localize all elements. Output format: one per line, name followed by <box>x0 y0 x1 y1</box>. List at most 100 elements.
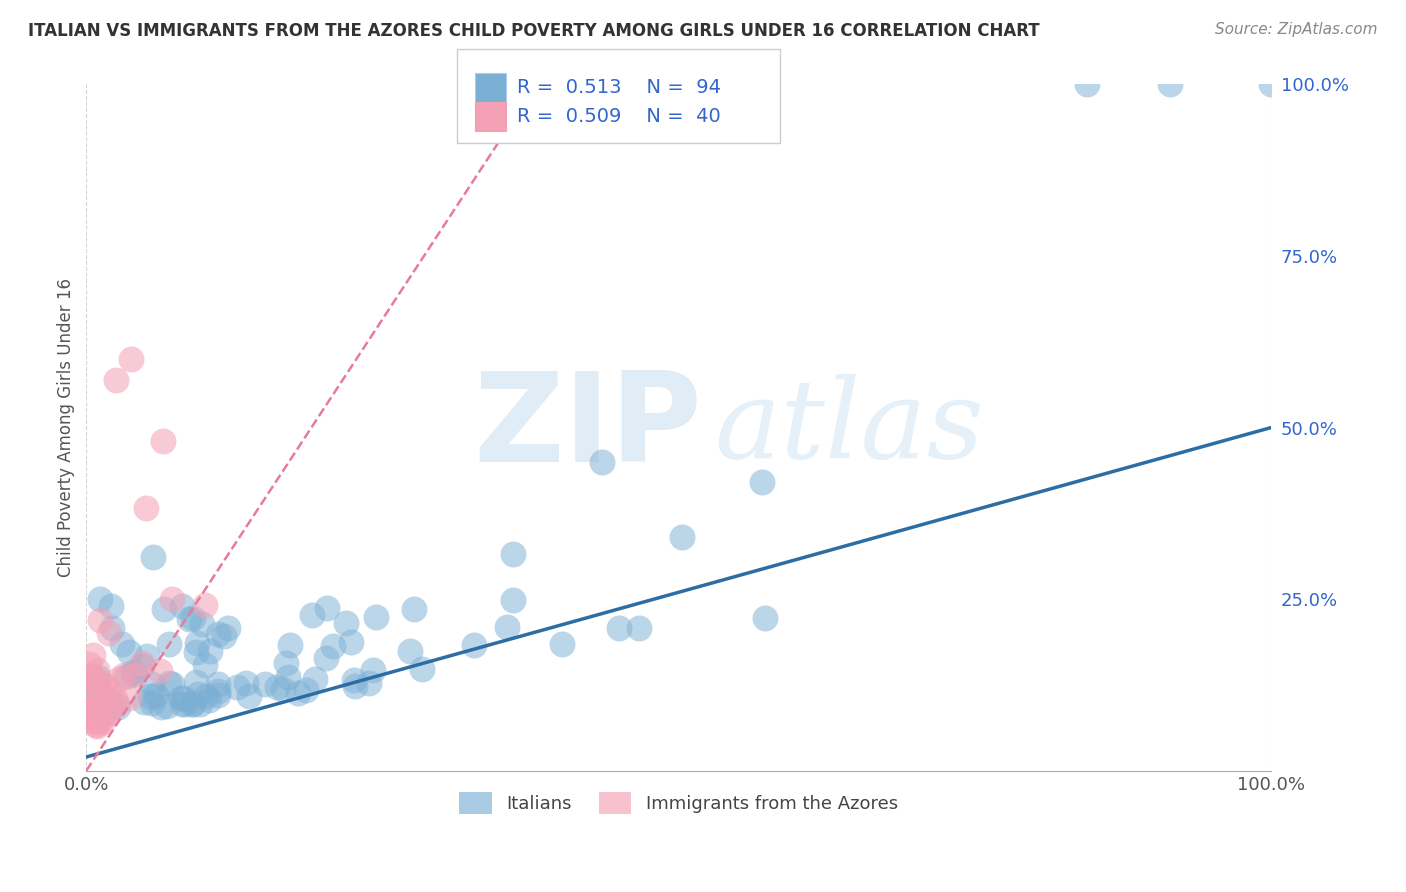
Point <box>304 672 326 686</box>
Point <box>79 697 101 711</box>
Point <box>287 686 309 700</box>
Point <box>591 455 613 469</box>
Point <box>132 695 155 709</box>
Point <box>97 706 120 720</box>
Point <box>551 637 574 651</box>
Point <box>628 620 651 634</box>
Point <box>77 702 100 716</box>
Point <box>194 599 217 613</box>
Point <box>344 679 367 693</box>
Point <box>107 673 129 687</box>
Point <box>93 689 115 703</box>
Point <box>364 609 387 624</box>
Point <box>84 673 107 687</box>
Point <box>77 657 100 671</box>
Point <box>502 593 524 607</box>
Point <box>87 684 110 698</box>
Legend: Italians, Immigrants from the Azores: Italians, Immigrants from the Azores <box>450 783 907 823</box>
Point <box>105 698 128 712</box>
Point <box>89 592 111 607</box>
Point <box>89 702 111 716</box>
Point <box>235 675 257 690</box>
Point <box>86 718 108 732</box>
Point <box>117 691 139 706</box>
Point <box>96 706 118 720</box>
Point <box>316 600 339 615</box>
Point <box>174 697 197 711</box>
Point <box>361 663 384 677</box>
Point <box>157 637 180 651</box>
Point <box>135 648 157 663</box>
Point <box>1159 78 1181 92</box>
Point <box>340 635 363 649</box>
Point <box>98 626 121 640</box>
Point <box>322 639 344 653</box>
Point <box>195 689 218 703</box>
Point <box>184 645 207 659</box>
Point <box>207 684 229 698</box>
Point <box>177 612 200 626</box>
Point <box>301 608 323 623</box>
Point <box>751 475 773 490</box>
Point <box>315 651 337 665</box>
Y-axis label: Child Poverty Among Girls Under 16: Child Poverty Among Girls Under 16 <box>58 278 75 577</box>
Point <box>170 599 193 614</box>
Point <box>157 676 180 690</box>
Point <box>183 611 205 625</box>
Point <box>86 675 108 690</box>
Point <box>207 627 229 641</box>
Point <box>104 692 127 706</box>
Point <box>496 620 519 634</box>
Point <box>107 700 129 714</box>
Point <box>1260 78 1282 92</box>
Point <box>226 680 249 694</box>
Point <box>115 669 138 683</box>
Point <box>280 639 302 653</box>
Point <box>198 644 221 658</box>
Point <box>1076 78 1098 92</box>
Point <box>135 501 157 516</box>
Point <box>295 683 318 698</box>
Point <box>181 698 204 712</box>
Point <box>188 697 211 711</box>
Point <box>238 690 260 704</box>
Point <box>181 697 204 711</box>
Point <box>80 670 103 684</box>
Point <box>274 657 297 671</box>
Point <box>184 675 207 690</box>
Text: ZIP: ZIP <box>474 368 703 488</box>
Point <box>141 696 163 710</box>
Point <box>149 664 172 678</box>
Point <box>77 706 100 721</box>
Point <box>271 682 294 697</box>
Point <box>82 713 104 727</box>
Point <box>89 613 111 627</box>
Point <box>142 549 165 564</box>
Point <box>170 697 193 711</box>
Point <box>139 689 162 703</box>
Point <box>156 698 179 713</box>
Point <box>91 714 114 729</box>
Point <box>100 700 122 714</box>
Point <box>82 648 104 663</box>
Point <box>173 691 195 706</box>
Point <box>131 656 153 670</box>
Point <box>111 637 134 651</box>
Point <box>141 676 163 690</box>
Point <box>83 715 105 730</box>
Point <box>343 673 366 687</box>
Point <box>87 681 110 696</box>
Point <box>671 530 693 544</box>
Point <box>402 601 425 615</box>
Text: Source: ZipAtlas.com: Source: ZipAtlas.com <box>1215 22 1378 37</box>
Point <box>94 690 117 705</box>
Point <box>145 689 167 703</box>
Point <box>94 678 117 692</box>
Point <box>335 615 357 630</box>
Point <box>150 700 173 714</box>
Point <box>118 645 141 659</box>
Point <box>82 700 104 714</box>
Point <box>187 687 209 701</box>
Point <box>122 667 145 681</box>
Point <box>193 657 215 672</box>
